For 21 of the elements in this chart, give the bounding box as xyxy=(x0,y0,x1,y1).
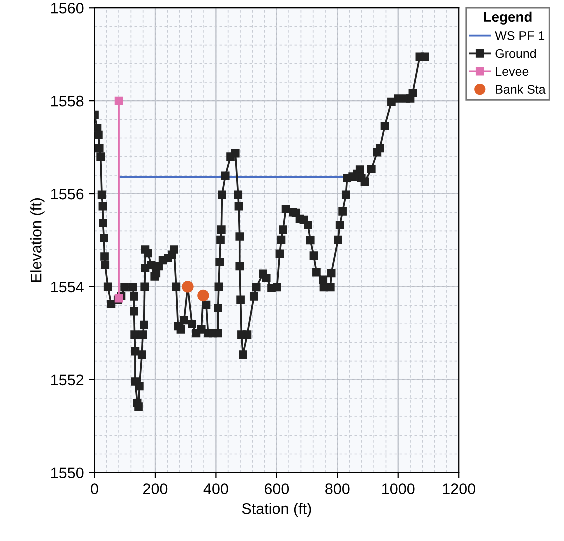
x-tick-label: 0 xyxy=(91,484,98,494)
legend-label: Ground xyxy=(496,49,536,58)
legend-label: Levee xyxy=(496,67,529,76)
legend-title: Legend xyxy=(484,12,532,25)
x-axis-title: Station (ft) xyxy=(242,503,312,518)
x-tick-label: 200 xyxy=(144,484,168,494)
point xyxy=(114,96,124,106)
y-tick-label: 1552 xyxy=(52,374,84,386)
y-tick-label: 1558 xyxy=(52,96,84,107)
y-tick-label: 1556 xyxy=(52,188,84,200)
x-tick-label: 1200 xyxy=(443,484,476,494)
x-tick-label: 600 xyxy=(264,484,290,494)
legend-label: Bank Sta xyxy=(496,84,546,94)
x-tick-label: 800 xyxy=(326,484,350,494)
x-tick-label: 400 xyxy=(204,484,228,494)
y-tick-label: 1554 xyxy=(52,282,84,293)
x-tick-label: 1000 xyxy=(382,484,415,494)
y-axis-title: Elevation (ft) xyxy=(30,198,45,282)
y-tick-label: 1550 xyxy=(52,468,84,479)
legend-label: WS PF 1 xyxy=(495,31,545,40)
y-tick-label: 1560 xyxy=(52,2,84,14)
